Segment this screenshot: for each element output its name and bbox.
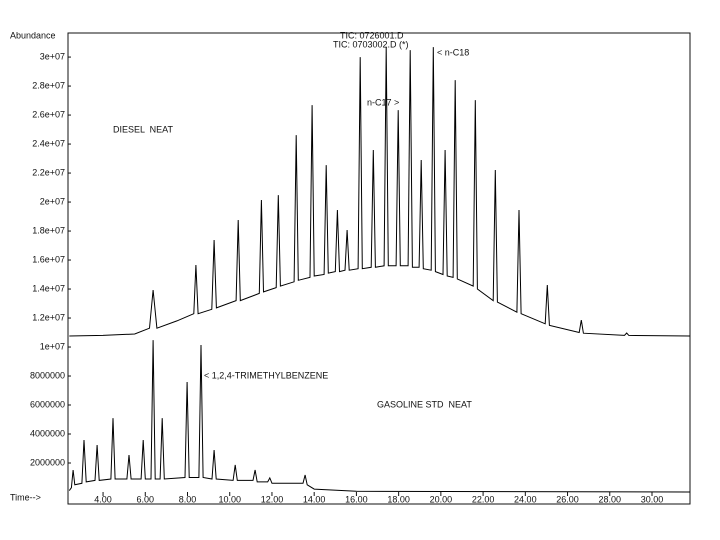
y-tick-label: 1e+07 — [40, 341, 65, 351]
y-tick-label: 2.8e+07 — [32, 80, 65, 90]
x-tick-label: 16.00 — [345, 494, 368, 504]
y-tick-label: 1.6e+07 — [32, 254, 65, 264]
annotation: < n-C18 — [437, 47, 469, 57]
trace — [68, 340, 691, 493]
annotation: n-C17 > — [367, 97, 399, 107]
x-tick-label: 4.00 — [94, 494, 112, 504]
legend-entry: TIC: 0703002.D (*) — [333, 39, 409, 49]
annotation: < 1,2,4-TRIMETHYLBENZENE — [204, 370, 328, 380]
legend-entry: TIC: 0726001.D — [340, 30, 404, 40]
x-tick-label: 28.00 — [599, 494, 622, 504]
x-tick-label: 12.00 — [261, 494, 284, 504]
y-tick-label: 2.6e+07 — [32, 109, 65, 119]
annotation: GASOLINE STD NEAT — [377, 399, 472, 409]
x-tick-label: 26.00 — [556, 494, 579, 504]
x-tick-label: 18.00 — [387, 494, 410, 504]
x-tick-label: 8.00 — [179, 494, 197, 504]
y-tick-label: 2000000 — [30, 457, 65, 467]
x-axis-label: Time--> — [10, 492, 41, 502]
x-tick-label: 10.00 — [218, 494, 241, 504]
y-tick-label: 2.2e+07 — [32, 167, 65, 177]
y-tick-label: 2e+07 — [40, 196, 65, 206]
trace — [69, 47, 691, 337]
y-tick-label: 6000000 — [30, 399, 65, 409]
y-tick-label: 1.8e+07 — [32, 225, 65, 235]
y-axis-label: Abundance — [10, 30, 56, 40]
y-tick-label: 1.2e+07 — [32, 312, 65, 322]
x-tick-label: 30.00 — [641, 494, 664, 504]
y-tick-label: 4000000 — [30, 428, 65, 438]
x-tick-label: 14.00 — [303, 494, 326, 504]
y-tick-label: 8000000 — [30, 370, 65, 380]
plot-frame — [67, 32, 691, 505]
y-tick-label: 2.4e+07 — [32, 138, 65, 148]
x-tick-label: 20.00 — [430, 494, 453, 504]
x-tick-label: 22.00 — [472, 494, 495, 504]
y-tick-label: 3e+07 — [40, 51, 65, 61]
x-tick-label: 24.00 — [514, 494, 537, 504]
annotation: DIESEL NEAT — [113, 124, 174, 134]
x-tick-label: 6.00 — [137, 494, 155, 504]
y-tick-label: 1.4e+07 — [32, 283, 65, 293]
